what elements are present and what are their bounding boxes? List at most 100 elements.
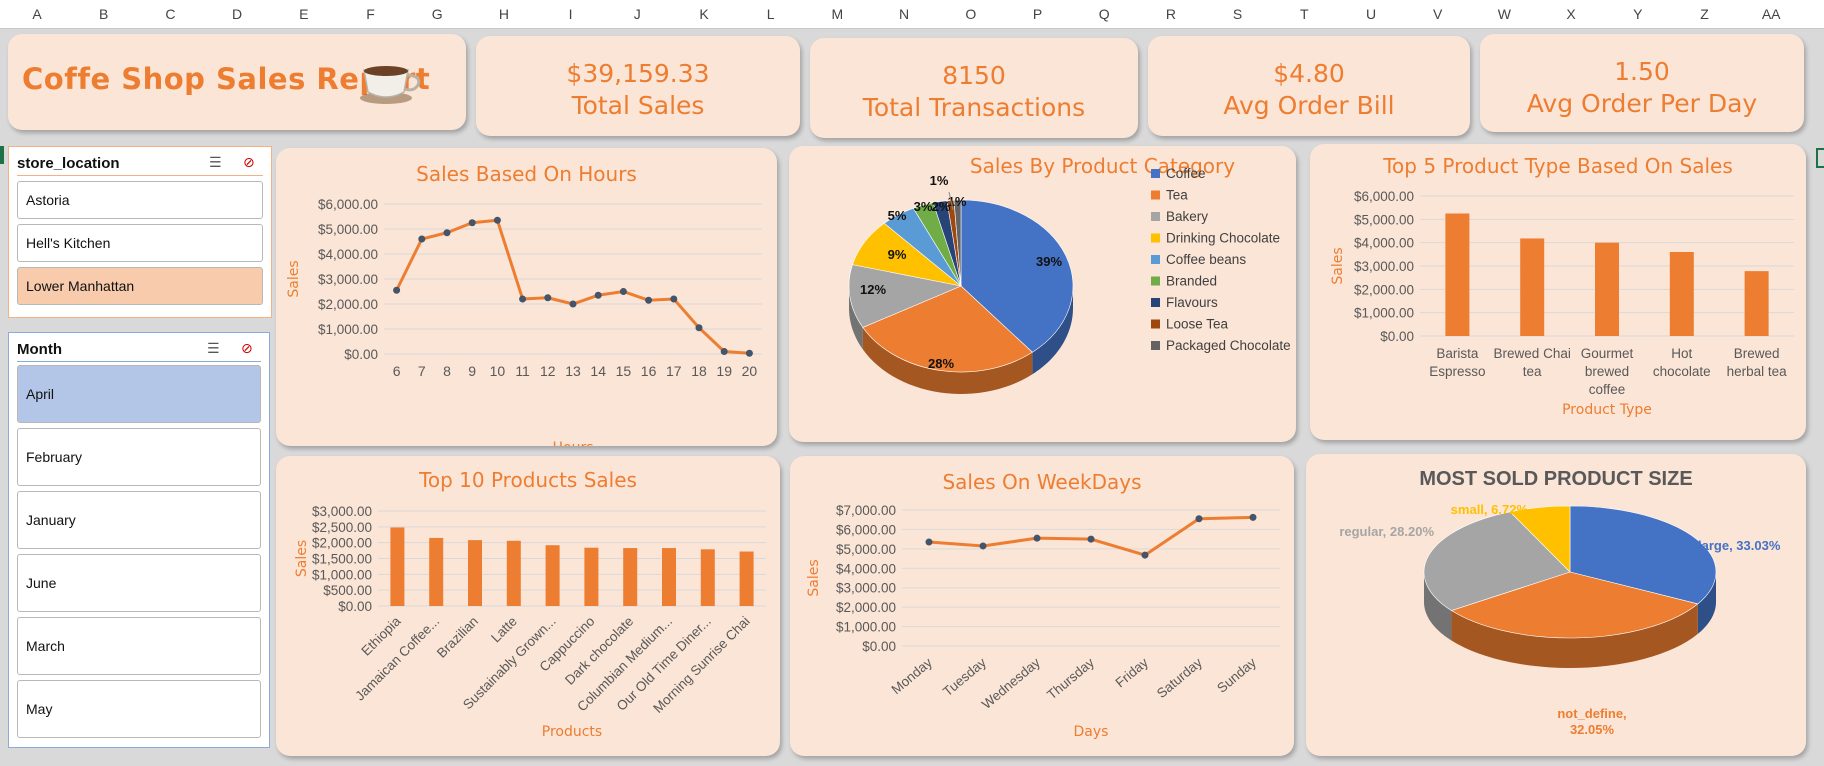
column-letter[interactable]: H	[498, 6, 509, 22]
kpi-value: $4.80	[1273, 59, 1345, 88]
slicer-item-hells-kitchen[interactable]: Hell's Kitchen	[17, 224, 263, 262]
column-letter[interactable]: P	[1032, 6, 1043, 22]
kpi-total-sales: $39,159.33 Total Sales	[476, 36, 800, 136]
x-tick-label: 20	[742, 363, 758, 379]
slicer-item-june[interactable]: June	[17, 554, 261, 612]
column-letter[interactable]: F	[366, 6, 375, 22]
column-letter[interactable]: E	[299, 6, 309, 22]
column-letter[interactable]: M	[831, 6, 844, 22]
column-letter[interactable]: X	[1566, 6, 1576, 22]
chart-title: Sales On WeekDays	[942, 470, 1142, 494]
column-letter[interactable]: L	[766, 6, 775, 22]
slicer-item-january[interactable]: January	[17, 491, 261, 549]
column-letter[interactable]: R	[1165, 6, 1176, 22]
size-slice	[1509, 505, 1571, 573]
x-tick-label: Wednesday	[979, 655, 1043, 712]
leader-line	[948, 191, 954, 211]
y-tick-label: $4,000.00	[318, 247, 378, 262]
data-label: 1%	[930, 173, 949, 188]
slicer-item-february[interactable]: February	[17, 428, 261, 486]
bar	[739, 551, 754, 606]
x-tick-label: 8	[443, 363, 451, 379]
x-axis-label: Hours	[552, 440, 593, 446]
data-point	[979, 542, 987, 550]
y-tick-label: $1,500.00	[312, 552, 372, 567]
slicer-item-lower-manhattan[interactable]: Lower Manhattan	[17, 267, 263, 305]
slicer-title: store_location	[17, 155, 120, 172]
category-slice	[953, 199, 962, 287]
slicer-item-april[interactable]: April	[17, 365, 261, 423]
multi-select-icon[interactable]: ☰	[209, 155, 222, 171]
slicer-item-march[interactable]: March	[17, 617, 261, 675]
data-point	[1087, 535, 1095, 543]
column-letter[interactable]: AA	[1761, 6, 1781, 22]
data-point	[594, 291, 602, 299]
y-tick-label: $5,000.00	[836, 542, 896, 557]
multi-select-icon[interactable]: ☰	[207, 341, 220, 357]
chart-most-sold-size[interactable]: MOST SOLD PRODUCT SIZE large, 33.03% not_…	[1306, 454, 1806, 756]
chart-top10-products[interactable]: Top 10 Products Sales $0.00 $500.00 $1,000…	[276, 456, 780, 756]
x-tick-label: 17	[666, 363, 682, 379]
bar	[468, 540, 482, 606]
legend-label: Bakery	[1166, 209, 1208, 224]
data-point	[1033, 534, 1041, 542]
data-point	[695, 324, 703, 332]
column-letter[interactable]: N	[899, 6, 910, 22]
kpi-value: 1.50	[1614, 57, 1670, 86]
x-tick-label: Brazilian	[434, 614, 481, 661]
y-tick-label: $3,000.00	[1354, 259, 1414, 274]
category-slice-side	[849, 286, 863, 350]
slicer-item-astoria[interactable]: Astoria	[17, 181, 263, 219]
y-tick-label: $4,000.00	[1354, 236, 1414, 251]
y-tick-label: $1,000.00	[312, 567, 372, 582]
legend-swatch	[1151, 298, 1160, 307]
selection-indicator-right	[1816, 148, 1824, 168]
column-letter[interactable]: I	[568, 6, 573, 22]
data-point	[493, 216, 501, 224]
column-letter[interactable]: D	[232, 6, 243, 22]
data-label: 39%	[1036, 254, 1062, 269]
x-tick-label: 14	[590, 363, 606, 379]
chart-title: Top 5 Product Type Based On Sales	[1383, 154, 1733, 178]
column-letter[interactable]: Z	[1700, 6, 1709, 22]
column-letter[interactable]: K	[699, 6, 709, 22]
chart-title: Sales By Product Category	[969, 154, 1236, 178]
column-letter[interactable]: U	[1365, 6, 1377, 22]
chart-sales-on-weekdays[interactable]: Sales On WeekDays $0.00 $1,000.00 $2,000.0…	[790, 456, 1294, 756]
bar	[700, 549, 715, 606]
column-letter[interactable]: O	[965, 6, 977, 22]
data-label: large, 33.03%	[1698, 538, 1781, 553]
column-letter[interactable]: T	[1300, 6, 1309, 22]
column-letter[interactable]: B	[99, 6, 109, 22]
slicer-item-may[interactable]: May	[17, 680, 261, 738]
column-letter[interactable]: Y	[1633, 6, 1643, 22]
store-location-slicer: store_location ☰ ⊘ Astoria Hell's Kitche…	[8, 146, 272, 318]
column-letter[interactable]: Q	[1098, 6, 1110, 22]
data-point	[1249, 513, 1257, 521]
pie-chart-svg: 39%28%12%9%5%3% 2%1%1%CoffeeTeaBakeryDrin…	[848, 166, 1291, 394]
column-letter[interactable]: G	[431, 6, 443, 22]
chart-sales-by-hours[interactable]: Sales Based On Hours $0.00 $1,000.00 $2,00…	[276, 148, 777, 446]
column-letter[interactable]: V	[1433, 6, 1443, 22]
y-tick-label: $7,000.00	[836, 503, 896, 518]
column-letter[interactable]: S	[1232, 6, 1243, 22]
data-label: 28%	[928, 356, 954, 371]
chart-sales-by-category[interactable]: Sales By Product Category 39% 28% 12% 9% 5% 3…	[789, 146, 1296, 442]
column-letter[interactable]: C	[165, 6, 176, 22]
data-label: 9%	[888, 247, 907, 262]
x-tick-label: Gourmet brewed coffee	[1581, 346, 1634, 397]
clear-filter-icon[interactable]: ⊘	[241, 341, 253, 357]
legend-label: Packaged Chocolate	[1166, 338, 1291, 353]
column-letter[interactable]: W	[1497, 6, 1511, 22]
report-title: Coffe Shop Sales Report	[22, 62, 431, 96]
data-point	[468, 219, 476, 227]
clear-filter-icon[interactable]: ⊘	[243, 155, 255, 171]
x-tick-label: 13	[565, 363, 581, 379]
column-letter[interactable]: J	[633, 6, 641, 22]
slicer-title: Month	[17, 341, 62, 358]
y-axis-label: Sales	[1330, 247, 1346, 284]
category-slice	[960, 199, 1074, 353]
chart-top5-product-type[interactable]: Top 5 Product Type Based On Sales $0.00 $…	[1310, 144, 1806, 440]
x-tick-label: 18	[691, 363, 707, 379]
column-letter[interactable]: A	[32, 6, 42, 22]
